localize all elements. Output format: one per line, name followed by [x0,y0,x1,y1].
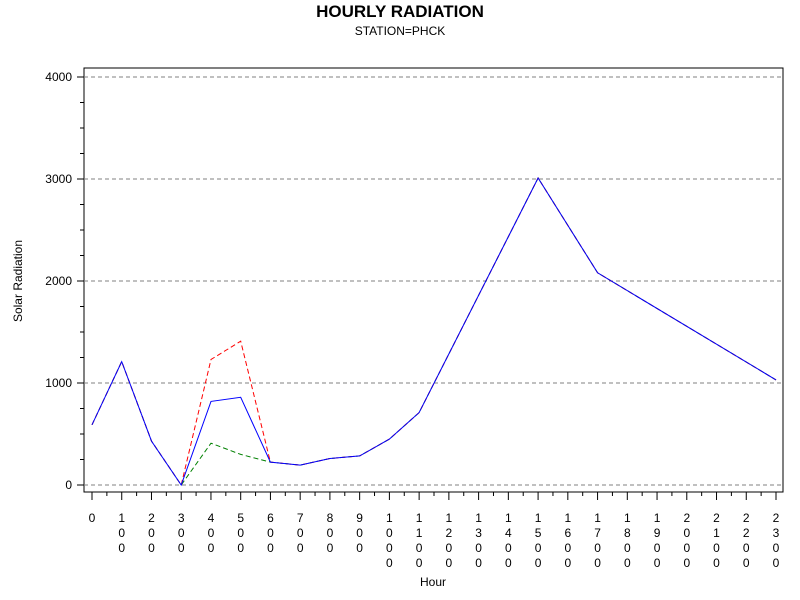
y-axis: 0 1000 2000 3000 4000 [45,70,84,492]
plot-frame [83,67,784,493]
x-tick-label: 0 [89,511,96,525]
x-axis: 0 1 0 0 2 0 0 3 0 0 4 0 0 5 0 0 6 0 0 7 0 0 8 0 0 9 0 0 1 0 0 0 1 1 0 0 1 2 0 0… [89,492,780,570]
y-tick-label: 4000 [45,70,72,84]
y-tick-label: 0 [65,478,72,492]
chart-title: HOURLY RADIATION [316,2,484,21]
series-line-3 [91,176,777,486]
y-tick-label: 2000 [45,274,72,288]
y-axis-label: Solar Radiation [11,240,25,322]
y-tick-label: 3000 [45,172,72,186]
x-axis-label: Hour [420,575,446,589]
series-line-1 [91,176,777,487]
chart-subtitle: STATION=PHCK [355,24,446,38]
grid-lines [84,76,783,486]
y-tick-label: 1000 [45,376,72,390]
series-line-2 [91,176,777,487]
series-group [91,176,777,487]
